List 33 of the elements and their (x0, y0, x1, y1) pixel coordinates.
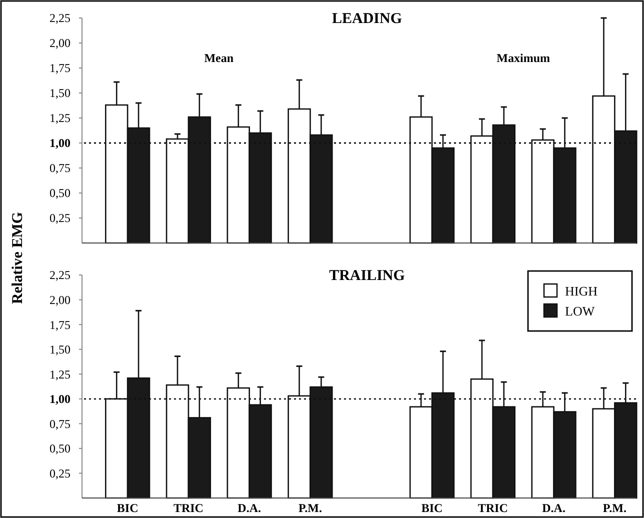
y-tick-label: 2,00 (50, 292, 70, 307)
y-tick-label: 2,00 (50, 36, 70, 50)
y-tick-label: 1,75 (50, 61, 70, 76)
y-axis-title: Relative EMG (10, 212, 26, 304)
y-tick-label: 1,50 (50, 342, 70, 357)
chart-title: LEADING (332, 11, 402, 27)
y-tick-label: 0,50 (50, 442, 70, 456)
y-tick-label: 0,25 (50, 211, 70, 226)
x-tick-label: P.M. (602, 501, 626, 515)
y-tick-label: 2,25 (50, 268, 70, 282)
x-tick-label: TRIC (173, 501, 204, 515)
y-tick-label: 0,25 (50, 466, 70, 480)
y-tick-label: 1,25 (50, 111, 70, 126)
x-tick-label: TRIC (478, 501, 508, 515)
y-tick-label: 1,50 (50, 86, 70, 100)
y-tick-label: 2,25 (50, 11, 70, 26)
legend-label: HIGH (565, 284, 598, 299)
chart-title: TRAILING (329, 268, 406, 284)
annotation: Maximum (496, 51, 550, 65)
x-tick-label: D.A. (238, 501, 262, 515)
y-tick-label: 0,50 (50, 186, 70, 200)
legend-label: LOW (565, 304, 596, 319)
y-tick-label: 0,75 (50, 416, 70, 431)
x-tick-label: BIC (116, 501, 138, 515)
annotation: Mean (204, 51, 234, 65)
x-tick-label: BIC (421, 501, 443, 515)
x-tick-label: D.A. (542, 501, 566, 515)
y-tick-label: 1,75 (50, 318, 70, 332)
y-tick-label: 1,00 (50, 392, 70, 406)
x-tick-label: P.M. (298, 501, 322, 515)
y-tick-label: 1,00 (50, 136, 70, 150)
y-tick-label: 0,75 (50, 161, 70, 176)
y-tick-label: 1,25 (50, 367, 70, 382)
